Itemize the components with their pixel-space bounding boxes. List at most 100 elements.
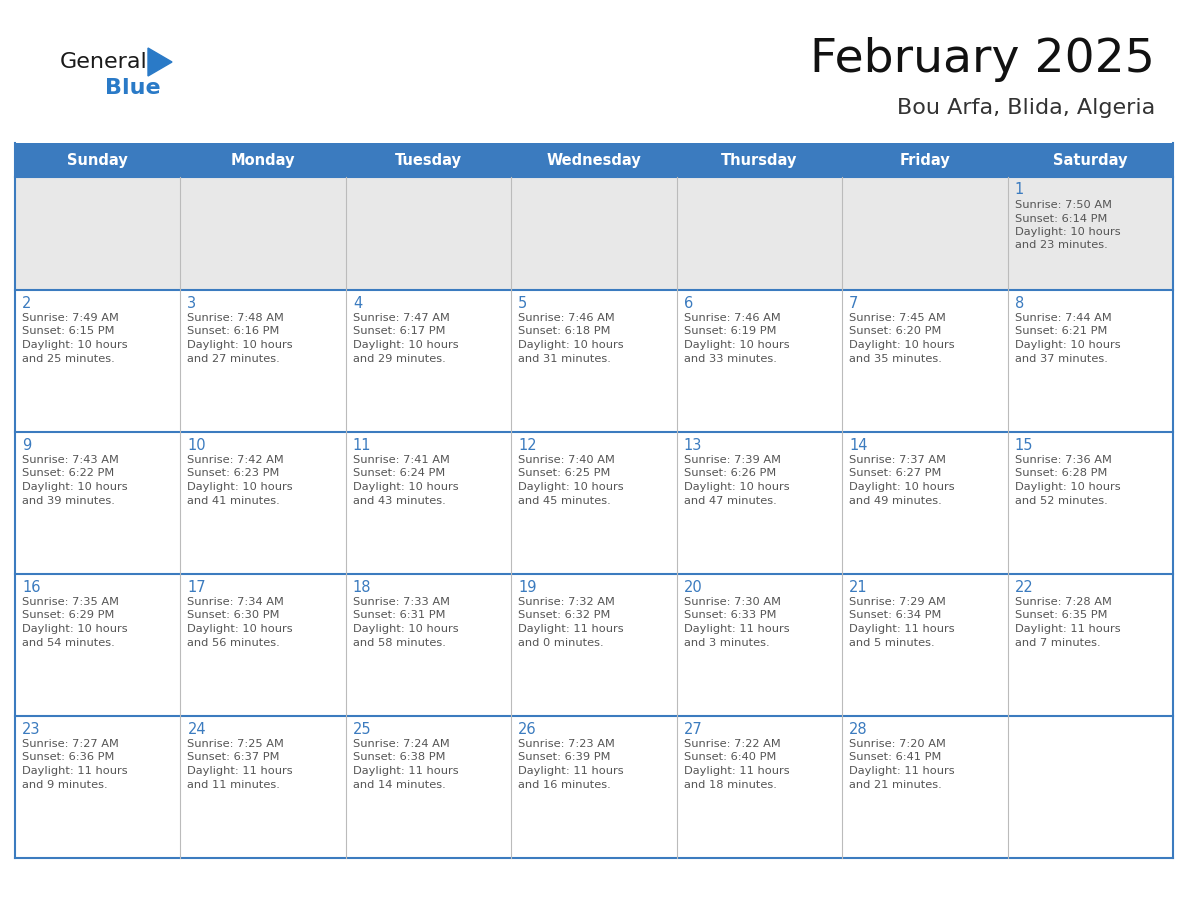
Text: Friday: Friday bbox=[899, 152, 950, 167]
Text: Daylight: 10 hours: Daylight: 10 hours bbox=[188, 624, 293, 634]
Text: 7: 7 bbox=[849, 296, 859, 310]
Bar bbox=[15, 177, 1173, 290]
Text: 3: 3 bbox=[188, 296, 196, 310]
Text: Sunset: 6:40 PM: Sunset: 6:40 PM bbox=[684, 753, 776, 763]
Text: Daylight: 10 hours: Daylight: 10 hours bbox=[1015, 340, 1120, 350]
Text: 28: 28 bbox=[849, 722, 867, 736]
Text: Sunset: 6:15 PM: Sunset: 6:15 PM bbox=[23, 327, 114, 337]
Text: and 11 minutes.: and 11 minutes. bbox=[188, 779, 280, 789]
Text: Daylight: 10 hours: Daylight: 10 hours bbox=[1015, 482, 1120, 492]
Text: Blue: Blue bbox=[105, 78, 160, 98]
Text: Sunset: 6:14 PM: Sunset: 6:14 PM bbox=[1015, 214, 1107, 223]
Text: Daylight: 10 hours: Daylight: 10 hours bbox=[518, 482, 624, 492]
Text: Daylight: 11 hours: Daylight: 11 hours bbox=[684, 766, 789, 776]
Text: 21: 21 bbox=[849, 579, 867, 595]
Text: Sunrise: 7:46 AM: Sunrise: 7:46 AM bbox=[518, 313, 615, 323]
Text: and 39 minutes.: and 39 minutes. bbox=[23, 496, 115, 506]
Text: Bou Arfa, Blida, Algeria: Bou Arfa, Blida, Algeria bbox=[897, 98, 1155, 118]
Text: Sunrise: 7:29 AM: Sunrise: 7:29 AM bbox=[849, 597, 946, 607]
Text: 16: 16 bbox=[23, 579, 40, 595]
Text: Daylight: 11 hours: Daylight: 11 hours bbox=[23, 766, 127, 776]
Text: Sunrise: 7:33 AM: Sunrise: 7:33 AM bbox=[353, 597, 450, 607]
Text: and 5 minutes.: and 5 minutes. bbox=[849, 637, 935, 647]
Text: Sunrise: 7:50 AM: Sunrise: 7:50 AM bbox=[1015, 200, 1112, 210]
Text: Sunset: 6:36 PM: Sunset: 6:36 PM bbox=[23, 753, 114, 763]
Text: Daylight: 11 hours: Daylight: 11 hours bbox=[849, 766, 955, 776]
Text: Sunrise: 7:49 AM: Sunrise: 7:49 AM bbox=[23, 313, 119, 323]
Text: Daylight: 10 hours: Daylight: 10 hours bbox=[23, 340, 127, 350]
Text: and 37 minutes.: and 37 minutes. bbox=[1015, 353, 1107, 364]
Bar bbox=[15, 432, 1173, 574]
Text: and 56 minutes.: and 56 minutes. bbox=[188, 637, 280, 647]
Text: and 21 minutes.: and 21 minutes. bbox=[849, 779, 942, 789]
Text: Daylight: 10 hours: Daylight: 10 hours bbox=[188, 340, 293, 350]
Text: Tuesday: Tuesday bbox=[396, 152, 462, 167]
Text: Sunrise: 7:48 AM: Sunrise: 7:48 AM bbox=[188, 313, 284, 323]
Text: Sunset: 6:39 PM: Sunset: 6:39 PM bbox=[518, 753, 611, 763]
Text: Daylight: 11 hours: Daylight: 11 hours bbox=[353, 766, 459, 776]
Text: and 27 minutes.: and 27 minutes. bbox=[188, 353, 280, 364]
Text: Daylight: 10 hours: Daylight: 10 hours bbox=[23, 482, 127, 492]
Text: Sunrise: 7:30 AM: Sunrise: 7:30 AM bbox=[684, 597, 781, 607]
Text: and 49 minutes.: and 49 minutes. bbox=[849, 496, 942, 506]
Text: Sunset: 6:25 PM: Sunset: 6:25 PM bbox=[518, 468, 611, 478]
Text: 6: 6 bbox=[684, 296, 693, 310]
Text: Sunrise: 7:25 AM: Sunrise: 7:25 AM bbox=[188, 739, 284, 749]
Text: Sunset: 6:20 PM: Sunset: 6:20 PM bbox=[849, 327, 942, 337]
Text: Daylight: 11 hours: Daylight: 11 hours bbox=[518, 766, 624, 776]
Text: Sunset: 6:32 PM: Sunset: 6:32 PM bbox=[518, 610, 611, 621]
Text: and 25 minutes.: and 25 minutes. bbox=[23, 353, 115, 364]
Text: 17: 17 bbox=[188, 579, 206, 595]
Text: February 2025: February 2025 bbox=[810, 38, 1155, 83]
Text: Daylight: 10 hours: Daylight: 10 hours bbox=[1015, 227, 1120, 237]
Text: Sunset: 6:38 PM: Sunset: 6:38 PM bbox=[353, 753, 446, 763]
Text: and 31 minutes.: and 31 minutes. bbox=[518, 353, 611, 364]
Text: Thursday: Thursday bbox=[721, 152, 797, 167]
Text: Sunrise: 7:36 AM: Sunrise: 7:36 AM bbox=[1015, 455, 1112, 465]
Text: Sunset: 6:21 PM: Sunset: 6:21 PM bbox=[1015, 327, 1107, 337]
Text: Sunrise: 7:40 AM: Sunrise: 7:40 AM bbox=[518, 455, 615, 465]
Text: and 45 minutes.: and 45 minutes. bbox=[518, 496, 611, 506]
Text: and 14 minutes.: and 14 minutes. bbox=[353, 779, 446, 789]
Text: Sunrise: 7:27 AM: Sunrise: 7:27 AM bbox=[23, 739, 119, 749]
Text: Sunset: 6:35 PM: Sunset: 6:35 PM bbox=[1015, 610, 1107, 621]
Text: and 43 minutes.: and 43 minutes. bbox=[353, 496, 446, 506]
Text: 14: 14 bbox=[849, 438, 867, 453]
Text: Daylight: 11 hours: Daylight: 11 hours bbox=[1015, 624, 1120, 634]
Text: Daylight: 10 hours: Daylight: 10 hours bbox=[353, 624, 459, 634]
Text: Sunrise: 7:45 AM: Sunrise: 7:45 AM bbox=[849, 313, 946, 323]
Text: Sunrise: 7:28 AM: Sunrise: 7:28 AM bbox=[1015, 597, 1112, 607]
Text: Sunset: 6:31 PM: Sunset: 6:31 PM bbox=[353, 610, 446, 621]
Text: Sunrise: 7:37 AM: Sunrise: 7:37 AM bbox=[849, 455, 946, 465]
Text: Sunset: 6:27 PM: Sunset: 6:27 PM bbox=[849, 468, 942, 478]
Text: Sunset: 6:24 PM: Sunset: 6:24 PM bbox=[353, 468, 446, 478]
Text: Sunset: 6:33 PM: Sunset: 6:33 PM bbox=[684, 610, 776, 621]
Text: Sunrise: 7:23 AM: Sunrise: 7:23 AM bbox=[518, 739, 615, 749]
Text: and 0 minutes.: and 0 minutes. bbox=[518, 637, 604, 647]
Text: Sunrise: 7:39 AM: Sunrise: 7:39 AM bbox=[684, 455, 781, 465]
Text: Sunset: 6:17 PM: Sunset: 6:17 PM bbox=[353, 327, 446, 337]
Text: Sunset: 6:26 PM: Sunset: 6:26 PM bbox=[684, 468, 776, 478]
Text: Sunset: 6:22 PM: Sunset: 6:22 PM bbox=[23, 468, 114, 478]
Text: Wednesday: Wednesday bbox=[546, 152, 642, 167]
Text: 10: 10 bbox=[188, 438, 206, 453]
Text: General: General bbox=[61, 52, 147, 72]
Text: Sunrise: 7:20 AM: Sunrise: 7:20 AM bbox=[849, 739, 946, 749]
Text: and 16 minutes.: and 16 minutes. bbox=[518, 779, 611, 789]
Text: 22: 22 bbox=[1015, 579, 1034, 595]
Text: Sunset: 6:19 PM: Sunset: 6:19 PM bbox=[684, 327, 776, 337]
Text: 12: 12 bbox=[518, 438, 537, 453]
Text: Sunrise: 7:35 AM: Sunrise: 7:35 AM bbox=[23, 597, 119, 607]
Text: and 47 minutes.: and 47 minutes. bbox=[684, 496, 777, 506]
Text: Sunrise: 7:43 AM: Sunrise: 7:43 AM bbox=[23, 455, 119, 465]
Text: 27: 27 bbox=[684, 722, 702, 736]
Text: Daylight: 10 hours: Daylight: 10 hours bbox=[849, 482, 955, 492]
Text: 15: 15 bbox=[1015, 438, 1034, 453]
Text: 9: 9 bbox=[23, 438, 31, 453]
Text: Sunrise: 7:42 AM: Sunrise: 7:42 AM bbox=[188, 455, 284, 465]
Text: Daylight: 10 hours: Daylight: 10 hours bbox=[684, 340, 789, 350]
Text: Daylight: 10 hours: Daylight: 10 hours bbox=[849, 340, 955, 350]
Text: and 29 minutes.: and 29 minutes. bbox=[353, 353, 446, 364]
Text: Daylight: 10 hours: Daylight: 10 hours bbox=[353, 340, 459, 350]
Text: Daylight: 11 hours: Daylight: 11 hours bbox=[849, 624, 955, 634]
